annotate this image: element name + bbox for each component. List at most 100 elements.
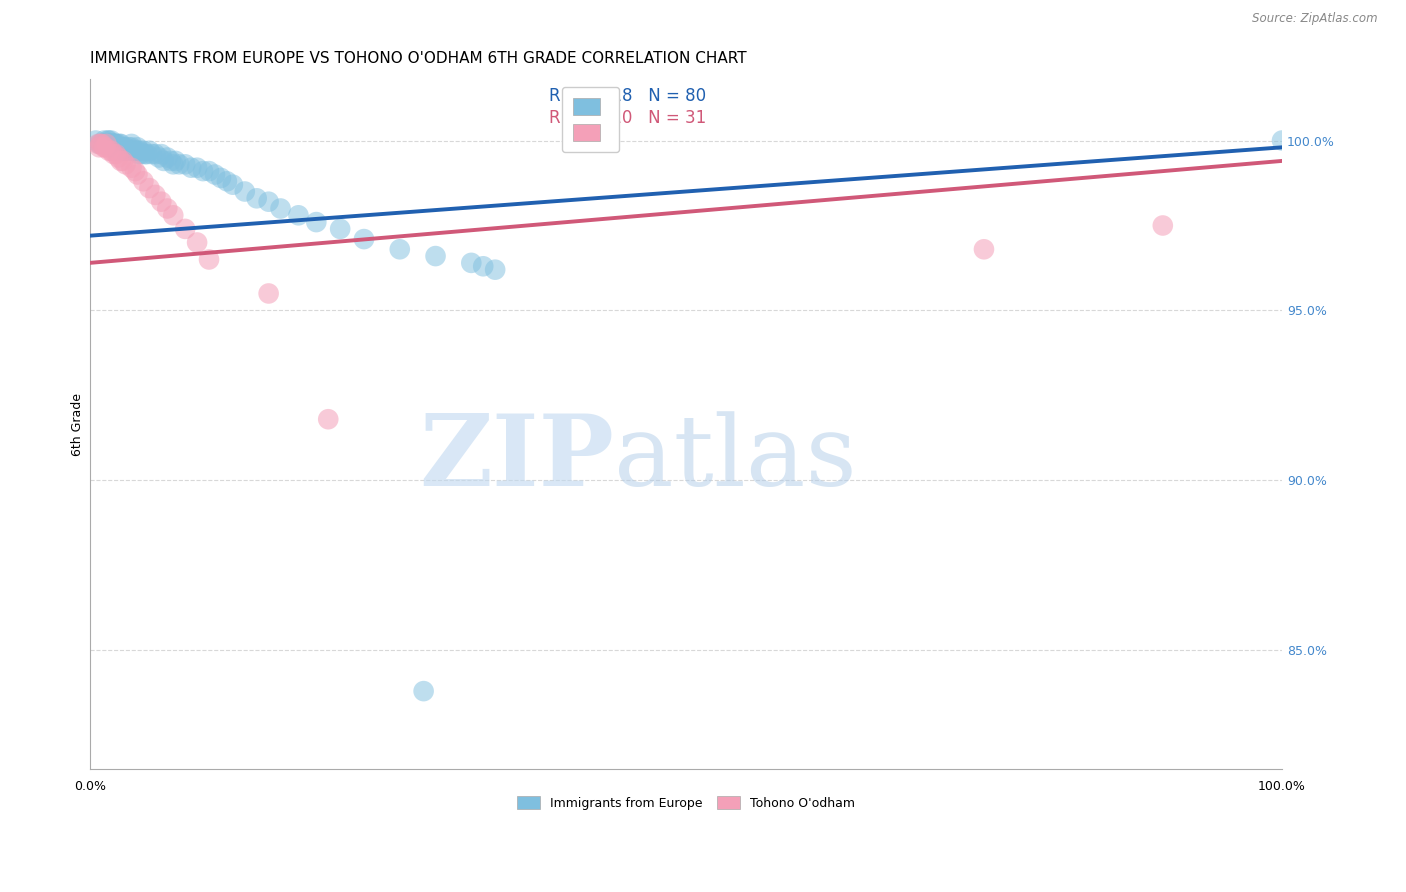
Point — [152, 153, 174, 168]
Point — [114, 140, 136, 154]
Y-axis label: 6th Grade: 6th Grade — [72, 392, 84, 456]
Point — [100, 136, 122, 151]
Point — [103, 136, 125, 151]
Point — [105, 136, 128, 151]
Point — [121, 136, 143, 151]
Point — [128, 147, 150, 161]
Point — [134, 147, 156, 161]
Point — [388, 242, 411, 256]
Point — [180, 161, 202, 175]
Point — [121, 140, 143, 154]
Point — [121, 144, 143, 158]
Point — [114, 157, 136, 171]
Point — [145, 188, 167, 202]
Point — [353, 232, 375, 246]
Point — [104, 140, 127, 154]
Point — [103, 140, 125, 154]
Point — [222, 178, 245, 192]
Point — [1271, 134, 1294, 148]
Point — [198, 252, 221, 267]
Point — [198, 164, 221, 178]
Point — [112, 153, 135, 168]
Text: 0.0%: 0.0% — [73, 780, 105, 793]
Text: Source: ZipAtlas.com: Source: ZipAtlas.com — [1253, 12, 1378, 25]
Text: IMMIGRANTS FROM EUROPE VS TOHONO O'ODHAM 6TH GRADE CORRELATION CHART: IMMIGRANTS FROM EUROPE VS TOHONO O'ODHAM… — [90, 51, 747, 66]
Point — [150, 194, 173, 209]
Point — [93, 140, 115, 154]
Point — [148, 151, 170, 165]
Point — [138, 181, 160, 195]
Point — [257, 286, 280, 301]
Point — [87, 136, 110, 151]
Point — [97, 134, 120, 148]
Point — [93, 136, 115, 151]
Point — [145, 147, 167, 161]
Point — [138, 144, 160, 158]
Point — [93, 134, 115, 148]
Legend: Immigrants from Europe, Tohono O'odham: Immigrants from Europe, Tohono O'odham — [512, 791, 859, 814]
Point — [105, 144, 128, 158]
Point — [165, 153, 187, 168]
Point — [204, 168, 226, 182]
Point — [167, 157, 190, 171]
Point — [117, 144, 139, 158]
Point — [425, 249, 447, 263]
Point — [90, 136, 112, 151]
Point — [1152, 219, 1174, 233]
Point — [973, 242, 995, 256]
Point — [97, 136, 120, 151]
Point — [124, 144, 146, 158]
Point — [305, 215, 328, 229]
Point — [112, 144, 135, 158]
Point — [104, 136, 127, 151]
Point — [132, 174, 155, 188]
Point — [412, 684, 434, 698]
Point — [156, 151, 179, 165]
Point — [118, 140, 141, 154]
Point — [124, 164, 146, 178]
Point — [100, 144, 122, 158]
Point — [233, 185, 256, 199]
Point — [127, 144, 149, 158]
Point — [174, 157, 197, 171]
Point — [127, 140, 149, 154]
Point — [160, 153, 183, 168]
Point — [89, 136, 111, 151]
Point — [112, 140, 135, 154]
Point — [100, 134, 122, 148]
Text: atlas: atlas — [614, 411, 858, 507]
Point — [97, 144, 120, 158]
Point — [270, 202, 292, 216]
Text: 100.0%: 100.0% — [1258, 780, 1306, 793]
Point — [132, 144, 155, 158]
Point — [246, 191, 269, 205]
Point — [484, 262, 506, 277]
Point — [107, 151, 129, 165]
Point — [110, 153, 132, 168]
Point — [84, 134, 107, 148]
Point — [287, 208, 309, 222]
Point — [257, 194, 280, 209]
Point — [121, 161, 143, 175]
Point — [129, 147, 152, 161]
Point — [97, 136, 120, 151]
Point — [105, 147, 128, 161]
Point — [472, 260, 495, 274]
Point — [94, 136, 117, 151]
Point — [215, 174, 238, 188]
Point — [191, 164, 214, 178]
Point — [162, 208, 184, 222]
Point — [110, 136, 132, 151]
Point — [103, 136, 125, 151]
Point — [136, 147, 159, 161]
Point — [98, 136, 121, 151]
Point — [186, 235, 208, 250]
Point — [114, 144, 136, 158]
Point — [127, 168, 149, 182]
Point — [103, 147, 125, 161]
Point — [186, 161, 208, 175]
Point — [101, 136, 124, 151]
Point — [156, 202, 179, 216]
Point — [150, 147, 173, 161]
Point — [105, 140, 128, 154]
